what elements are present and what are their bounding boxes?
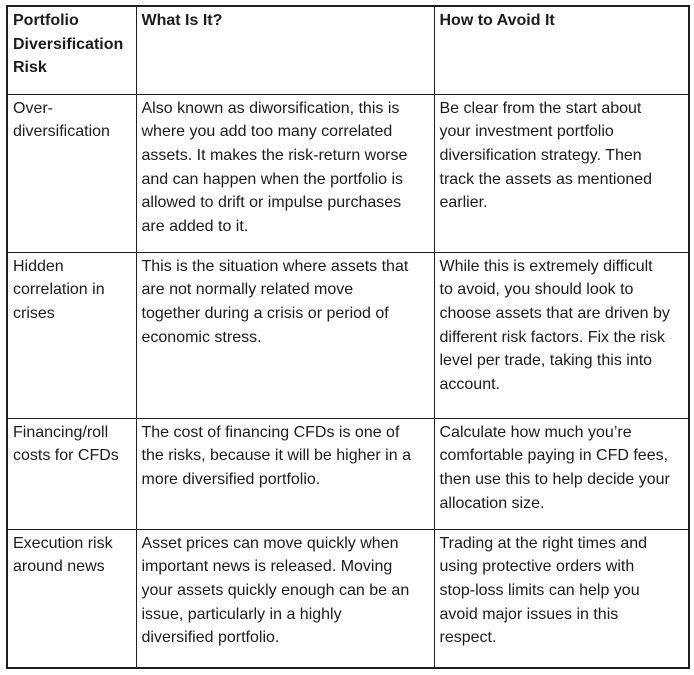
column-header-risk: Portfolio Diversification Risk: [6, 5, 137, 95]
column-header-how-to-avoid: How to Avoid It: [433, 5, 690, 95]
risk-name-cell: Over- diversification: [6, 93, 137, 253]
column-header-what-is-it: What Is It?: [135, 5, 435, 95]
portfolio-diversification-risk-table: Portfolio Diversification Risk What Is I…: [6, 5, 690, 669]
what-is-it-cell: Also known as diworsification, this is w…: [135, 93, 435, 253]
how-to-avoid-cell: Be clear from the start about your inves…: [433, 93, 690, 253]
risk-name-cell: Hidden correlation in crises: [6, 251, 137, 419]
table-row: Over- diversification Also known as diwo…: [6, 93, 690, 253]
table-row: Financing/roll costs for CFDs The cost o…: [6, 417, 690, 530]
table-row: Execution risk around news Asset prices …: [6, 528, 690, 669]
how-to-avoid-cell: While this is extremely difficult to avo…: [433, 251, 690, 419]
risk-name-cell: Financing/roll costs for CFDs: [6, 417, 137, 530]
how-to-avoid-cell: Calculate how much you’re comfortable pa…: [433, 417, 690, 530]
table-row: Hidden correlation in crises This is the…: [6, 251, 690, 419]
what-is-it-cell: The cost of financing CFDs is one of the…: [135, 417, 435, 530]
what-is-it-cell: Asset prices can move quickly when impor…: [135, 528, 435, 669]
header-row: Portfolio Diversification Risk What Is I…: [6, 5, 690, 95]
how-to-avoid-cell: Trading at the right times and using pro…: [433, 528, 690, 669]
risk-table-container: Portfolio Diversification Risk What Is I…: [6, 5, 690, 669]
what-is-it-cell: This is the situation where assets that …: [135, 251, 435, 419]
risk-name-cell: Execution risk around news: [6, 528, 137, 669]
